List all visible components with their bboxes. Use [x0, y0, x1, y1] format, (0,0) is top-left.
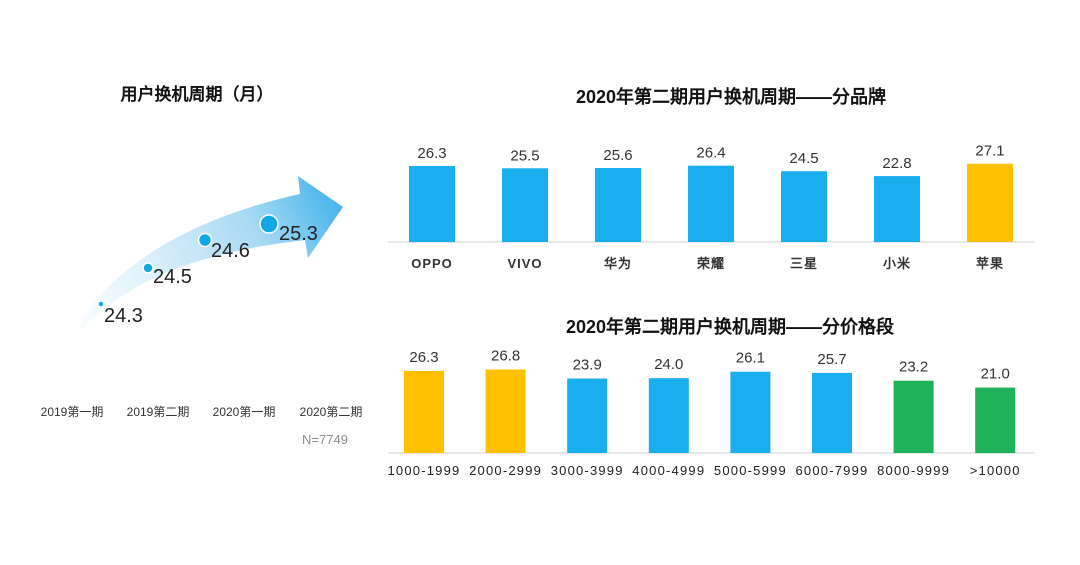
price-category-label: 6000-7999 — [796, 463, 869, 478]
brand-bar-value-label: 24.5 — [789, 150, 818, 167]
brand-plot-area: 26.3 OPPO 25.5 VIVO 25.6 华为 26.4 荣耀 24.5 三星 22.8 小米… — [388, 143, 1035, 271]
trend-point — [142, 262, 154, 274]
brand-chart-title: 2020年第二期用户换机周期——分品牌 — [576, 86, 886, 107]
trend-point — [97, 300, 105, 308]
price-bar — [404, 371, 444, 453]
brand-category-label: OPPO — [411, 256, 453, 271]
brand-bar-value-label: 26.4 — [696, 145, 725, 162]
price-bar-value-label: 23.9 — [573, 357, 602, 374]
brand-category-label: VIVO — [507, 256, 542, 271]
price-bar — [485, 369, 526, 453]
trend-category-axis: 2019第一期 2019第二期 2020第一期 2020第二期 — [41, 405, 363, 419]
trend-chart: 用户换机周期（月） 24.3 24.5 24.6 25.3 2019第一期 2019第二… — [41, 84, 363, 447]
price-category-label: 1000-1999 — [388, 463, 461, 478]
price-category-label: 4000-4999 — [632, 463, 705, 478]
trend-value-label: 24.3 — [104, 305, 143, 327]
price-bar — [893, 380, 934, 453]
brand-bar-value-label: 27.1 — [975, 143, 1004, 160]
sample-size-note: N=7749 — [302, 432, 348, 447]
trend-category-label: 2019第二期 — [127, 405, 190, 419]
brand-bar — [874, 176, 920, 242]
trend-value-label: 25.3 — [279, 223, 318, 245]
brand-category-label: 三星 — [790, 256, 818, 271]
brand-bar — [781, 171, 827, 242]
trend-value-label: 24.6 — [211, 240, 250, 262]
price-bar-value-label: 26.1 — [736, 350, 765, 367]
price-bar — [648, 378, 689, 453]
brand-category-label: 小米 — [883, 256, 911, 271]
brand-bar — [502, 168, 548, 242]
price-chart-title: 2020年第二期用户换机周期——分价格段 — [566, 316, 895, 337]
brand-bar-value-label: 25.5 — [510, 147, 539, 164]
price-bar-value-label: 23.2 — [899, 359, 928, 376]
trend-category-label: 2020第一期 — [213, 405, 276, 419]
price-bar-value-label: 21.0 — [981, 366, 1010, 383]
price-bar-chart: 2020年第二期用户换机周期——分价格段 26.3 1000-1999 26.8 20… — [388, 316, 1035, 478]
price-plot-area: 26.3 1000-1999 26.8 2000-2999 23.9 3000-3999 2… — [388, 348, 1035, 478]
brand-bar — [595, 168, 641, 242]
brand-bar-value-label: 25.6 — [603, 147, 632, 164]
brand-bar — [688, 165, 734, 242]
brand-bar-value-label: 26.3 — [417, 145, 446, 162]
brand-bar — [967, 163, 1013, 242]
price-category-label: 3000-3999 — [551, 463, 624, 478]
price-bar-value-label: 24.0 — [654, 356, 683, 373]
price-bar-value-label: 25.7 — [817, 351, 846, 368]
trend-point — [197, 232, 213, 248]
trend-value-label: 24.5 — [153, 266, 192, 288]
price-category-label: 5000-5999 — [714, 463, 787, 478]
trend-category-label: 2019第一期 — [41, 405, 104, 419]
trend-category-label: 2020第二期 — [300, 405, 363, 419]
trend-points: 24.3 24.5 24.6 25.3 — [97, 214, 318, 327]
price-category-label: >10000 — [970, 463, 1021, 478]
price-bar-value-label: 26.3 — [409, 349, 438, 366]
brand-bar-chart: 2020年第二期用户换机周期——分品牌 26.3 OPPO 25.5 VIVO 25.6… — [388, 86, 1035, 271]
trend-point — [259, 214, 279, 234]
price-bar — [730, 371, 771, 453]
price-bar-value-label: 26.8 — [491, 348, 520, 365]
brand-bar — [409, 166, 455, 242]
brand-bar-value-label: 22.8 — [882, 155, 911, 172]
price-category-label: 8000-9999 — [877, 463, 950, 478]
brand-category-label: 苹果 — [976, 256, 1004, 271]
price-bar — [567, 378, 608, 453]
price-bar — [975, 387, 1016, 454]
brand-category-label: 华为 — [604, 256, 632, 271]
price-bar — [812, 372, 852, 453]
brand-category-label: 荣耀 — [696, 256, 725, 271]
price-category-label: 2000-2999 — [469, 463, 542, 478]
trend-chart-title: 用户换机周期（月） — [121, 84, 274, 104]
